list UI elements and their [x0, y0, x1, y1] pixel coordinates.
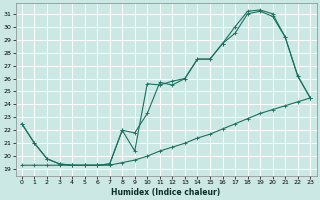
X-axis label: Humidex (Indice chaleur): Humidex (Indice chaleur)	[111, 188, 221, 197]
